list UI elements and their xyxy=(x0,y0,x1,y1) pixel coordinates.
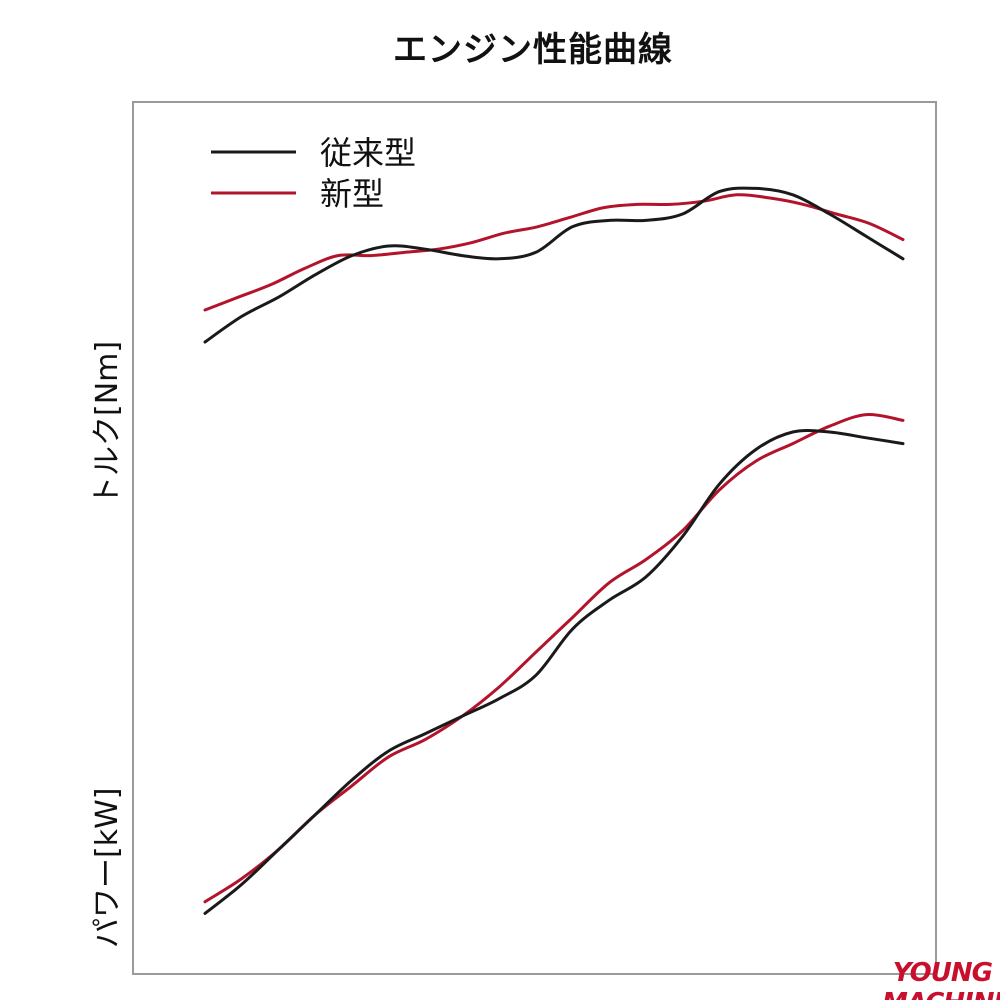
power-curve-conventional xyxy=(203,428,905,915)
series-layer xyxy=(203,186,905,915)
legend-label-new: 新型 xyxy=(320,175,384,213)
plot-frame xyxy=(132,101,937,975)
chart-title: エンジン性能曲線 xyxy=(393,30,673,70)
torque-curve-conventional xyxy=(203,186,905,344)
legend-label-conventional: 従来型 xyxy=(320,134,416,172)
torque-curve-new xyxy=(203,193,905,312)
legend: 従来型 新型 xyxy=(211,134,416,213)
publisher-watermark: YOUNG MACHINE xyxy=(882,958,1000,1000)
